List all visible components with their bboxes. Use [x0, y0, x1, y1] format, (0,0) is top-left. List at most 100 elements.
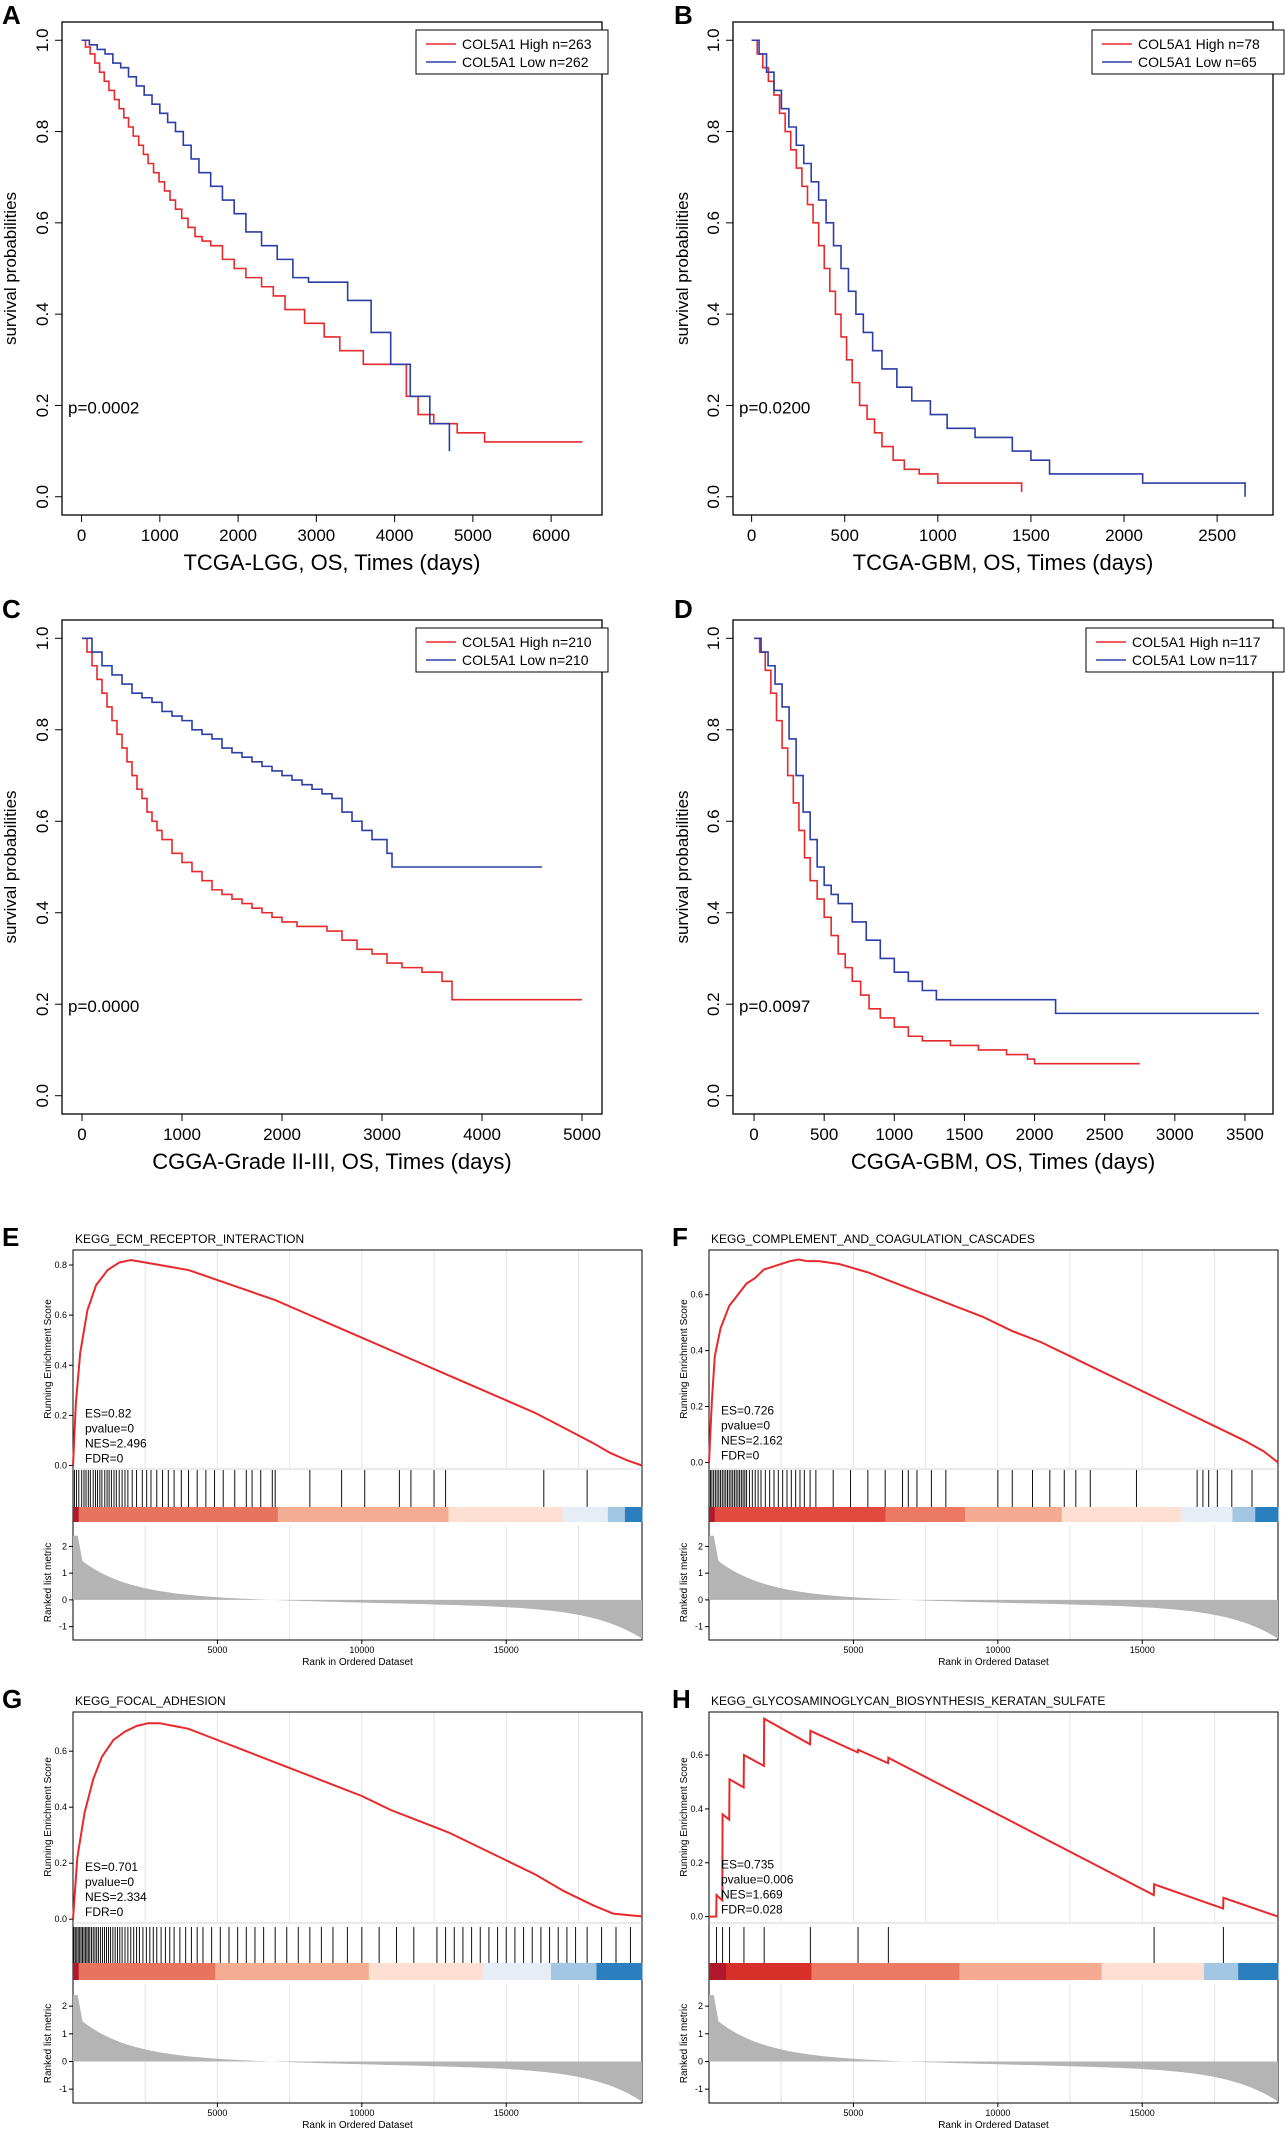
gsea-stat: FDR=0: [85, 1451, 124, 1465]
y-axis-label: survival probabilities: [1, 192, 20, 345]
y-tick-label: 0.0: [33, 485, 52, 509]
x-tick-label: 5000: [454, 526, 492, 545]
plot-frame: [732, 619, 1274, 1115]
x-tick-label: 1000: [875, 1125, 913, 1144]
x-tick-label: 10000: [349, 1645, 374, 1655]
y-tick-label: 0.2: [33, 992, 52, 1016]
es-axis-label: Running Enrichment Score: [679, 1299, 690, 1419]
rank-heat-segment: [709, 1507, 716, 1522]
es-y-tick-label: 0.6: [690, 1750, 703, 1760]
rank-heat-segment: [73, 1963, 80, 1980]
panel-label: E: [2, 1222, 19, 1252]
x-tick-label: 1000: [919, 526, 957, 545]
rank-heat-segment: [709, 1963, 727, 1980]
es-y-tick-label: 0.0: [54, 1460, 67, 1470]
metric-y-tick-label: 2: [698, 1541, 703, 1551]
gsea-stat: pvalue=0.006: [721, 1873, 794, 1887]
es-y-tick-label: 0.8: [54, 1260, 67, 1270]
legend-entry-low: COL5A1 Low n=65: [1138, 54, 1257, 70]
y-tick-label: 0.8: [33, 120, 52, 144]
y-tick-label: 1.0: [33, 626, 52, 650]
es-y-tick-label: 0.0: [690, 1912, 703, 1922]
gsea-frame: [708, 1711, 1279, 2104]
rank-heat-segment: [965, 1507, 1063, 1522]
x-tick-label: 10000: [985, 1645, 1010, 1655]
x-tick-label: 6000: [532, 526, 570, 545]
panel-label: B: [674, 0, 693, 30]
y-tick-label: 0.6: [704, 211, 723, 235]
rank-heat-segment: [78, 1963, 216, 1980]
y-axis-label: survival probabilities: [1, 790, 20, 943]
metric-y-tick-label: -1: [695, 1622, 703, 1632]
panel-label: H: [672, 1684, 691, 1714]
gsea-frame: [72, 1711, 643, 2104]
rank-heat-segment: [482, 1963, 552, 1980]
es-y-tick-label: 0.2: [54, 1410, 67, 1420]
running-es-curve: [708, 1258, 1279, 1464]
y-tick-label: 0.6: [704, 809, 723, 833]
panel-label: C: [2, 594, 21, 624]
metric-y-tick-label: 0: [698, 2056, 703, 2066]
x-tick-label: 3000: [1156, 1125, 1194, 1144]
x-tick-label: 500: [831, 526, 859, 545]
metric-axis-label: Ranked list metric: [679, 2004, 690, 2083]
x-tick-label: 1000: [163, 1125, 201, 1144]
es-axis-label: Running Enrichment Score: [43, 1757, 54, 1877]
gsea-stat: ES=0.701: [85, 1860, 138, 1874]
y-tick-label: 0.4: [33, 901, 52, 925]
legend-entry-low: COL5A1 Low n=210: [462, 652, 589, 668]
x-axis-label: CGGA-Grade II-III, OS, Times (days): [152, 1149, 511, 1174]
rank-heat-segment: [562, 1507, 609, 1522]
legend-entry-high: COL5A1 High n=263: [462, 36, 592, 52]
es-y-tick-label: 0.4: [690, 1346, 703, 1356]
rank-heat-segment: [1238, 1963, 1279, 1980]
y-tick-label: 1.0: [33, 28, 52, 52]
y-tick-label: 0.4: [704, 302, 723, 326]
metric-axis-label: Ranked list metric: [43, 2004, 54, 2083]
gsea-frame: [708, 1249, 1279, 1641]
metric-y-tick-label: 1: [62, 2029, 67, 2039]
gsea-stat: NES=2.496: [85, 1436, 147, 1450]
x-tick-label: 3000: [297, 526, 335, 545]
p-value-annotation: p=0.0200: [739, 398, 810, 417]
es-axis-label: Running Enrichment Score: [43, 1299, 54, 1419]
ranked-metric-area: [709, 1995, 1278, 2102]
gsea-panel-e: E KEGG_ECM_RECEPTOR_INTERACTION 0.0 0.2 0.4 0…: [2, 1222, 643, 1668]
rank-heat-segment: [1101, 1963, 1205, 1980]
x-tick-label: 3000: [363, 1125, 401, 1144]
rank-heat-segment: [624, 1507, 643, 1522]
running-es-curve: [72, 1259, 643, 1467]
metric-y-tick-label: -1: [59, 1622, 67, 1632]
metric-y-tick-label: 1: [62, 1568, 67, 1578]
gsea-stat: NES=2.162: [721, 1433, 783, 1447]
rank-heat-segment: [448, 1507, 563, 1522]
gsea-stat: FDR=0.028: [721, 1903, 783, 1917]
gsea-title: KEGG_ECM_RECEPTOR_INTERACTION: [75, 1232, 304, 1246]
survival-curve-low: [751, 39, 1246, 497]
es-y-tick-label: 0.2: [690, 1402, 703, 1412]
y-tick-label: 0.6: [33, 211, 52, 235]
km-panel-b: B 0 500 1000 1500 2000 2500 0.0 0.2 0.4 0.6 0.8 1.0 T…: [673, 0, 1285, 575]
km-panel-a: A 0 1000 2000 3000 4000 5000 6000 0.0 0.2 0.4 0.6 0.…: [1, 0, 609, 575]
y-tick-label: 0.2: [704, 394, 723, 418]
rank-heat-segment: [596, 1963, 643, 1980]
gsea-stat: NES=2.334: [85, 1890, 147, 1904]
legend-entry-high: COL5A1 High n=210: [462, 634, 592, 650]
es-axis-label: Running Enrichment Score: [679, 1757, 690, 1877]
gsea-stat: FDR=0: [721, 1448, 760, 1462]
metric-y-tick-label: 0: [62, 1595, 67, 1605]
x-tick-label: 2000: [263, 1125, 301, 1144]
running-es-curve: [72, 1722, 643, 1920]
x-tick-label: 2000: [1016, 1125, 1054, 1144]
p-value-annotation: p=0.0000: [68, 997, 139, 1016]
survival-curve-low: [81, 39, 451, 452]
p-value-annotation: p=0.0097: [739, 997, 810, 1016]
rank-heat-segment: [78, 1507, 279, 1522]
legend-box: [1085, 627, 1285, 673]
legend-entry-high: COL5A1 High n=117: [1132, 634, 1261, 650]
gsea-panel-g: G KEGG_FOCAL_ADHESION 0.0 0.2 0.4 0.6Running …: [2, 1684, 643, 2131]
y-tick-label: 0.4: [33, 302, 52, 326]
rank-heat-segment: [1204, 1963, 1239, 1980]
x-tick-label: 10000: [985, 2108, 1010, 2118]
x-tick-label: 1500: [946, 1125, 984, 1144]
